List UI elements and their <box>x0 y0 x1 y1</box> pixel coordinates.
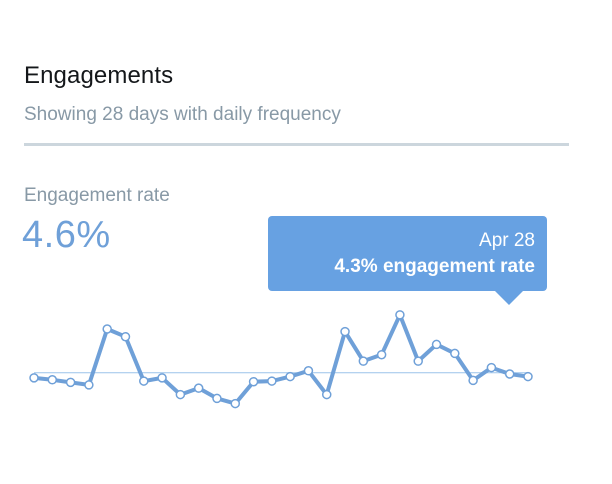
data-point[interactable] <box>139 376 149 386</box>
data-point[interactable] <box>413 356 423 366</box>
data-point[interactable] <box>358 356 369 366</box>
data-point[interactable] <box>303 366 314 376</box>
chart-tooltip: Apr 28 4.3% engagement rate <box>268 216 547 305</box>
data-point[interactable] <box>504 369 515 379</box>
data-point[interactable] <box>193 383 204 393</box>
card-subtitle: Showing 28 days with daily frequency <box>24 104 341 125</box>
data-point[interactable] <box>431 339 442 350</box>
data-points <box>29 310 533 409</box>
data-point[interactable] <box>285 371 295 382</box>
divider <box>24 143 569 146</box>
data-point[interactable] <box>29 373 39 383</box>
data-point[interactable] <box>340 326 350 337</box>
data-point[interactable] <box>468 375 478 386</box>
data-point[interactable] <box>47 375 58 385</box>
data-point[interactable] <box>120 331 131 342</box>
tooltip-date: Apr 28 <box>479 230 535 251</box>
data-point[interactable] <box>523 371 533 382</box>
metric-label: Engagement rate <box>24 185 170 206</box>
data-point[interactable] <box>321 389 332 400</box>
data-point[interactable] <box>65 377 76 388</box>
data-point[interactable] <box>450 348 460 359</box>
data-point[interactable] <box>376 349 387 360</box>
data-point[interactable] <box>212 393 222 404</box>
card-title: Engagements <box>24 62 174 89</box>
data-point[interactable] <box>84 380 94 390</box>
data-point[interactable] <box>395 310 405 320</box>
data-point[interactable] <box>248 376 259 387</box>
data-point[interactable] <box>102 324 112 334</box>
data-point[interactable] <box>157 373 167 383</box>
data-point[interactable] <box>230 398 241 409</box>
data-point[interactable] <box>486 362 497 373</box>
tooltip-rate: 4.3% engagement rate <box>334 256 535 277</box>
data-point[interactable] <box>175 389 186 400</box>
series-line <box>32 312 530 406</box>
metric-value: 4.6% <box>22 214 111 256</box>
data-point[interactable] <box>267 376 277 386</box>
